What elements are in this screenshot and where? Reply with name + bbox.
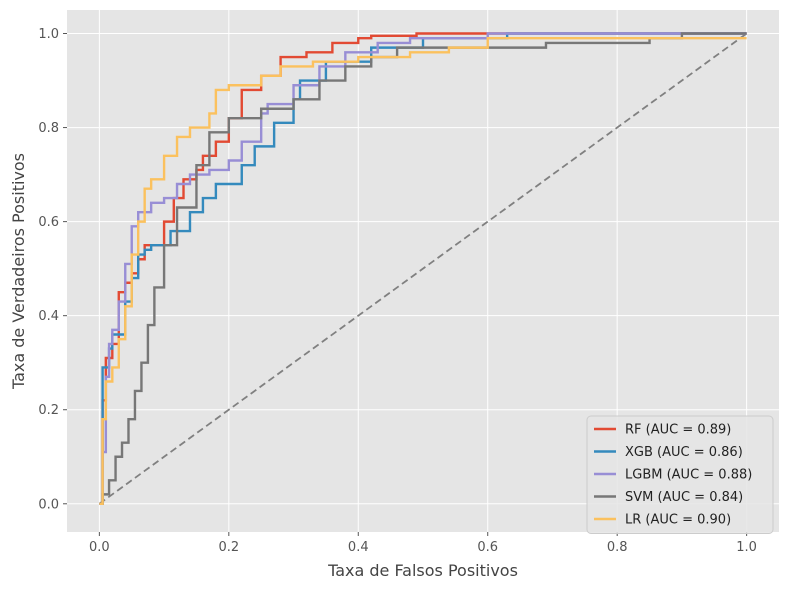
legend-box [586,415,774,534]
x-tick-label: 0.0 [89,540,110,555]
y-tick-label: 0.6 [38,215,59,230]
y-tick-label: 0.0 [38,497,59,512]
y-axis-ticks: 0.0 0.2 0.4 0.6 0.8 1.0 [38,27,67,512]
legend-label-rf: RF (AUC = 0.89) [625,423,731,438]
legend-label-svm: SVM (AUC = 0.84) [625,490,743,505]
x-tick-label: 0.2 [218,540,239,555]
grid-lines [67,10,779,532]
x-tick-label: 0.4 [348,540,369,555]
x-tick-label: 1.0 [736,540,757,555]
legend-label-xgb: XGB (AUC = 0.86) [625,445,743,460]
diagonal-reference [98,32,748,505]
y-axis-label: Taxa de Verdadeiros Positivos [9,153,28,390]
roc-line-lr [99,37,747,505]
y-tick-label: 1.0 [38,27,59,42]
diagonal-line [98,32,748,505]
legend: RF (AUC = 0.89) XGB (AUC = 0.86) LGBM (AUC… [586,415,774,534]
x-tick-label: 0.6 [477,540,498,555]
y-tick-label: 0.2 [38,403,59,418]
legend-label-lgbm: LGBM (AUC = 0.88) [625,468,752,483]
x-tick-label: 0.8 [607,540,628,555]
roc-line-lgbm [99,32,747,505]
y-tick-label: 0.8 [38,121,59,136]
series-lines [99,32,747,505]
x-axis-label: Taxa de Falsos Positivos [327,561,518,580]
legend-label-lr: LR (AUC = 0.90) [625,513,731,528]
y-tick-label: 0.4 [38,309,59,324]
roc-line-svm [99,32,747,505]
x-axis-ticks: 0.0 0.2 0.4 0.6 0.8 1.0 [89,532,757,555]
